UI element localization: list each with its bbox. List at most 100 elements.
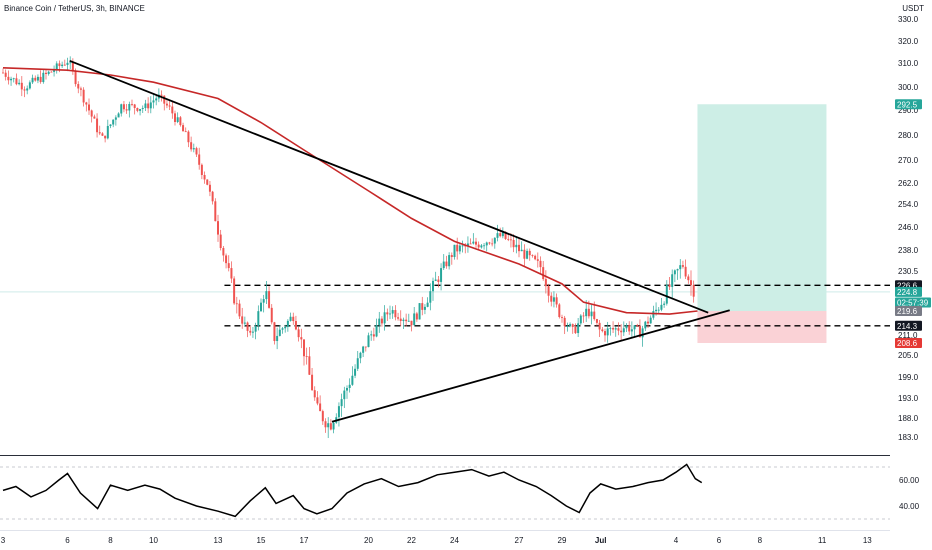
candle-body <box>190 142 193 150</box>
candle-body <box>372 334 375 337</box>
candle-body <box>622 328 625 333</box>
svg-text:214.3: 214.3 <box>897 322 918 331</box>
candle-body <box>536 259 539 261</box>
candle-body <box>31 77 34 83</box>
candle-body <box>391 310 394 314</box>
candle-body <box>141 108 144 110</box>
candle-body <box>260 302 262 312</box>
chart-title: Binance Coin / TetherUS, 3h, BINANCE <box>4 4 145 13</box>
descending-trendline[interactable] <box>69 59 709 314</box>
candle-body <box>316 397 319 404</box>
candle-body <box>42 72 45 83</box>
candle-body <box>515 244 518 248</box>
candle-body <box>144 103 147 109</box>
candle-body <box>117 113 120 118</box>
candle-body <box>249 330 252 333</box>
candle-body <box>681 265 684 267</box>
candle-body <box>609 327 612 329</box>
candle-body <box>563 317 566 327</box>
candle-body <box>303 339 305 357</box>
price-badge: 292.5 <box>895 99 922 110</box>
candle-body <box>539 260 542 268</box>
candle-body <box>423 306 426 310</box>
candle-body <box>343 390 346 400</box>
candle-body <box>480 245 483 248</box>
candle-body <box>329 423 332 430</box>
svg-text:224.8: 224.8 <box>897 288 918 297</box>
candle-body <box>356 358 359 369</box>
candle-body <box>227 263 230 269</box>
price-tick-label: 300.0 <box>898 83 919 92</box>
candle-body <box>297 329 300 338</box>
stop-zone[interactable] <box>697 311 827 343</box>
candle-body <box>663 303 666 305</box>
rsi-line[interactable] <box>2 463 703 518</box>
candle-body <box>74 70 77 85</box>
candle-body <box>636 325 639 327</box>
candle-body <box>79 88 82 90</box>
candle-body <box>606 328 609 336</box>
candle-body <box>176 117 179 122</box>
candle-body <box>36 76 39 81</box>
candle-body <box>206 179 209 185</box>
candle-body <box>571 324 574 327</box>
candle-body <box>147 103 150 109</box>
svg-text:226.6: 226.6 <box>897 281 918 290</box>
candle-body <box>587 308 590 317</box>
candle-body <box>292 316 295 322</box>
candle-body <box>456 244 459 252</box>
candle-body <box>442 261 445 269</box>
candles <box>2 56 695 439</box>
candle-body <box>638 325 641 338</box>
candle-body <box>550 295 553 302</box>
candle-body <box>407 320 410 322</box>
candle-body <box>523 249 526 259</box>
price-axis[interactable]: 183.0 188.0 193.0 199.0 205.0 211.0 219.6 230.5… <box>898 15 919 442</box>
candle-body <box>28 82 31 89</box>
candle-body <box>262 299 265 303</box>
candle-body <box>88 104 90 111</box>
candle-body <box>109 124 112 126</box>
candle-body <box>268 291 271 308</box>
candle-body <box>472 241 475 244</box>
target-zone[interactable] <box>697 104 827 311</box>
candle-body <box>595 319 598 323</box>
svg-text:208.6: 208.6 <box>897 339 918 348</box>
candle-body <box>340 399 343 407</box>
candle-body <box>319 403 322 412</box>
candle-body <box>690 280 692 286</box>
candle-body <box>633 325 636 330</box>
candle-body <box>15 78 18 85</box>
candle-body <box>499 233 502 237</box>
candle-body <box>278 329 281 336</box>
candle-body <box>203 174 206 180</box>
candle-body <box>265 291 268 300</box>
candle-body <box>660 304 663 310</box>
ascending-trendline[interactable] <box>331 309 730 423</box>
candle-body <box>96 118 99 133</box>
price-tick-label: 193.0 <box>898 394 919 403</box>
candle-body <box>448 255 451 267</box>
candle-body <box>179 117 182 126</box>
candle-body <box>101 133 104 136</box>
price-tick-label: 280.0 <box>898 131 919 140</box>
candle-body <box>359 352 362 359</box>
price-badge: 224.8 <box>895 286 922 297</box>
time-tick-label: 10 <box>149 536 158 545</box>
candle-body <box>163 95 166 104</box>
candle-body <box>39 76 42 83</box>
moving-average-line[interactable] <box>2 67 698 315</box>
candle-body <box>362 346 365 353</box>
candle-body <box>601 329 604 332</box>
price-tick-label: 183.0 <box>898 433 919 442</box>
candle-body <box>485 242 488 246</box>
candle-body <box>370 334 373 336</box>
candle-body <box>321 411 324 422</box>
candle-body <box>426 302 429 307</box>
price-badge: 208.6 <box>895 338 922 348</box>
candle-body <box>458 245 461 252</box>
candle-body <box>493 237 496 244</box>
candle-body <box>405 319 408 322</box>
candle-body <box>380 318 383 324</box>
